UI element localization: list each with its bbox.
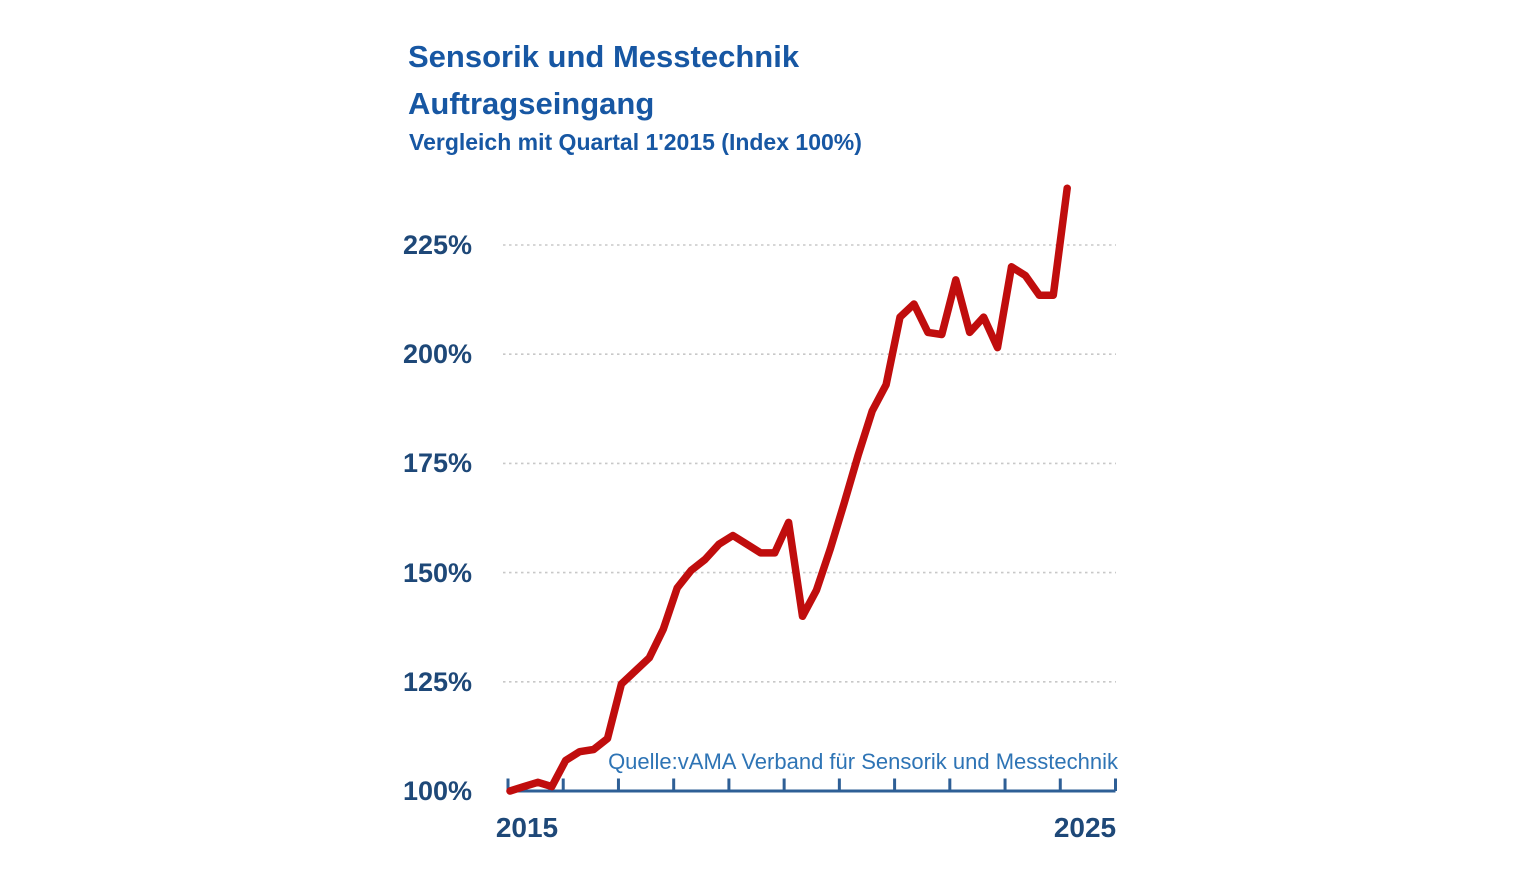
order-intake-line bbox=[506, 184, 1071, 795]
chart-title: Sensorik und Messtechnik Auftragseingang bbox=[408, 33, 799, 127]
x-axis-label-2015: 2015 bbox=[495, 812, 559, 843]
chart-subtitle: Vergleich mit Quartal 1'2015 (Index 100%… bbox=[409, 129, 862, 155]
y-axis-label-100: 100% bbox=[402, 776, 472, 806]
x-axis-label-2025: 2025 bbox=[1053, 812, 1117, 843]
chart-title-line-1: Sensorik und Messtechnik bbox=[408, 39, 800, 74]
y-axis-label-175: 175% bbox=[402, 448, 472, 478]
y-axis-label-225: 225% bbox=[402, 230, 472, 260]
x-axis bbox=[506, 778, 1117, 793]
y-gridlines bbox=[503, 244, 1116, 683]
source-note: Quelle:vAMA Verband für Sensorik und Mes… bbox=[608, 749, 1118, 774]
y-axis-label-200: 200% bbox=[402, 339, 472, 369]
y-axis-label-150: 150% bbox=[402, 558, 472, 588]
y-axis-label-125: 125% bbox=[402, 667, 472, 697]
chart-title-line-2: Auftragseingang bbox=[408, 86, 655, 121]
